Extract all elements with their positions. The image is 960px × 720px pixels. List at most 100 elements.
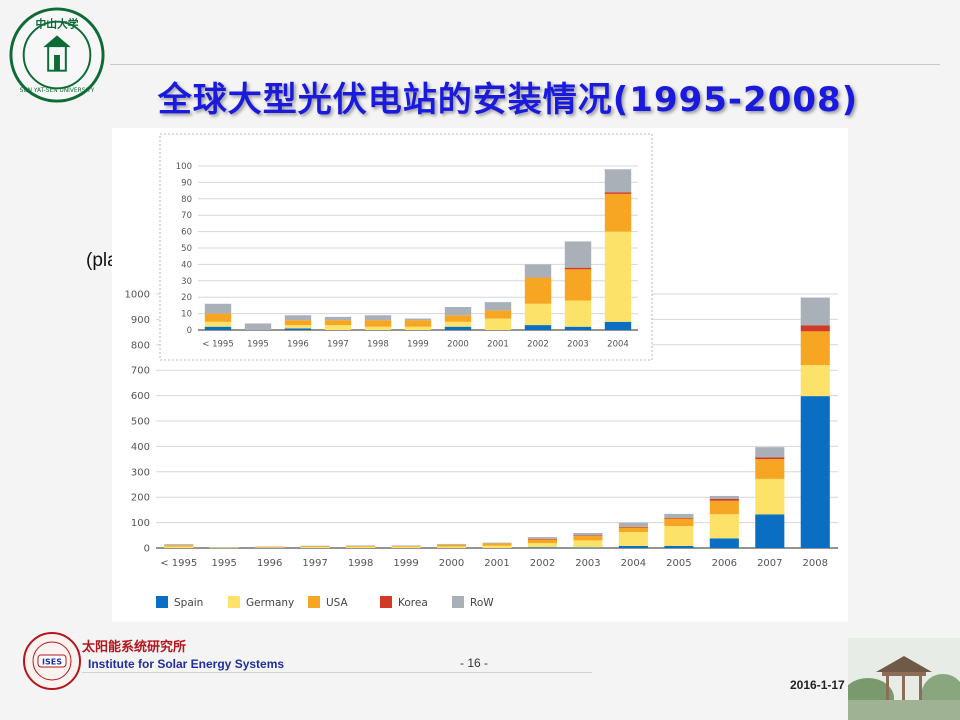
inset-bar-germany xyxy=(564,300,592,327)
main-bar-germany xyxy=(209,547,239,549)
main-xtick-label: < 1995 xyxy=(160,558,197,569)
main-ytick-label: 1000 xyxy=(125,290,150,301)
inset-ytick-label: 20 xyxy=(181,293,192,303)
main-bar-korea xyxy=(573,535,603,536)
inset-bar-row xyxy=(204,303,232,314)
svg-text:ISES: ISES xyxy=(42,658,62,667)
main-bar-usa xyxy=(391,545,421,547)
main-bar-korea xyxy=(527,538,558,540)
main-bar-germany xyxy=(436,546,467,548)
main-bar-spain xyxy=(800,396,830,548)
main-bar-germany xyxy=(527,543,558,548)
inset-grid xyxy=(198,165,638,331)
inset-ytick-label: 50 xyxy=(181,244,192,254)
main-bar-row xyxy=(436,543,467,545)
main-bar-germany xyxy=(482,545,512,548)
inset-bars xyxy=(204,169,632,330)
main-bar-row xyxy=(255,546,285,548)
inset-ytick-label: 30 xyxy=(181,277,192,287)
main-bar-spain xyxy=(618,545,648,548)
legend-label-korea: Korea xyxy=(398,597,428,609)
main-xtick-label: 2000 xyxy=(439,558,464,569)
pavilion-scenery-icon xyxy=(848,638,960,720)
inset-bar-row xyxy=(404,318,432,321)
main-bar-germany xyxy=(800,365,830,397)
main-xtick-label: 2002 xyxy=(530,558,555,569)
legend: Spain Germany USA Korea RoW xyxy=(156,596,494,609)
main-bars xyxy=(164,297,830,549)
legend-label-spain: Spain xyxy=(174,597,203,609)
inset-xtick-label: 1999 xyxy=(407,340,429,350)
main-ytick-label: 300 xyxy=(131,467,150,478)
inset-xtick-label: 2002 xyxy=(527,340,549,350)
inset-bar-usa xyxy=(484,310,512,319)
inset-xtick-label: 1995 xyxy=(247,340,269,350)
main-bar-germany xyxy=(573,540,603,548)
main-bar-spain xyxy=(709,538,739,548)
inset-ytick-label: 100 xyxy=(176,162,192,172)
legend-label-germany: Germany xyxy=(246,597,294,609)
inset-xtick-label: < 1995 xyxy=(202,340,233,350)
inset-bar-germany xyxy=(444,321,472,327)
inset-bar-usa xyxy=(444,315,472,322)
legend-swatch-korea xyxy=(380,596,392,608)
main-bar-row xyxy=(391,545,421,547)
main-bar-germany xyxy=(709,514,739,539)
inset-xtick-label: 2004 xyxy=(607,340,629,350)
main-bar-usa xyxy=(164,545,194,547)
inset-bar-spain xyxy=(604,321,632,330)
inset-bar-row xyxy=(284,315,312,321)
inset-bar-row xyxy=(444,307,472,316)
inset-xtick-label: 2001 xyxy=(487,340,509,350)
inset-bar-spain xyxy=(204,326,232,330)
inset-bar-usa xyxy=(604,193,632,232)
main-xtick-label: 1997 xyxy=(302,558,327,569)
ises-logo-icon: ISES xyxy=(23,632,81,690)
main-bar-row xyxy=(482,542,512,544)
main-xtick-label: 1999 xyxy=(393,558,418,569)
inset-bar-row xyxy=(484,302,512,311)
inset-bar-germany xyxy=(324,325,352,330)
main-xtick-label: 2008 xyxy=(803,558,828,569)
slide-title: 全球大型光伏电站的安装情况(1995-2008) xyxy=(157,80,859,120)
main-yticks: 0 100 200 300 400 500 600 700 800 900 1000 xyxy=(125,290,150,555)
main-bar-row xyxy=(709,495,739,499)
main-bar-usa xyxy=(346,545,376,547)
inset-bar-spain xyxy=(524,325,552,330)
inset-bar-germany xyxy=(364,326,392,330)
inset-bar-row xyxy=(524,264,552,278)
svg-text:中山大学: 中山大学 xyxy=(35,18,78,31)
inset-bar-germany xyxy=(524,303,552,326)
inset-xtick-label: 2003 xyxy=(567,340,589,350)
inset-xtick-label: 1997 xyxy=(327,340,349,350)
inset-ytick-label: 0 xyxy=(187,326,192,336)
inset-bar-germany xyxy=(484,318,512,330)
inset-ytick-label: 70 xyxy=(181,211,192,221)
inset-ytick-label: 10 xyxy=(181,310,192,320)
main-ytick-label: 800 xyxy=(131,340,150,351)
main-ytick-label: 700 xyxy=(131,366,150,377)
main-ytick-label: 900 xyxy=(131,315,150,326)
inset-bar-usa xyxy=(284,320,312,326)
inset-xtick-label: 2000 xyxy=(447,340,469,350)
main-xtick-label: 2004 xyxy=(621,558,646,569)
slide-date: 2016-1-17 xyxy=(790,678,845,692)
main-bar-usa xyxy=(573,535,603,541)
main-bar-germany xyxy=(664,526,694,546)
main-bar-usa xyxy=(755,459,785,479)
main-xtick-label: 2007 xyxy=(757,558,782,569)
main-bar-row xyxy=(755,447,785,458)
main-xtick-label: 2001 xyxy=(484,558,509,569)
main-ytick-label: 100 xyxy=(131,518,150,529)
main-bar-usa xyxy=(482,543,512,546)
main-bar-germany xyxy=(346,546,376,548)
footer-rule xyxy=(82,672,592,673)
inset-bar-germany xyxy=(604,231,632,322)
main-bar-row xyxy=(209,546,239,548)
main-bar-row xyxy=(164,544,194,546)
main-ytick-label: 600 xyxy=(131,391,150,402)
main-bar-germany xyxy=(164,546,194,548)
main-bar-row xyxy=(664,513,694,519)
title-rule xyxy=(110,64,940,65)
inset-bar-germany xyxy=(404,326,432,330)
